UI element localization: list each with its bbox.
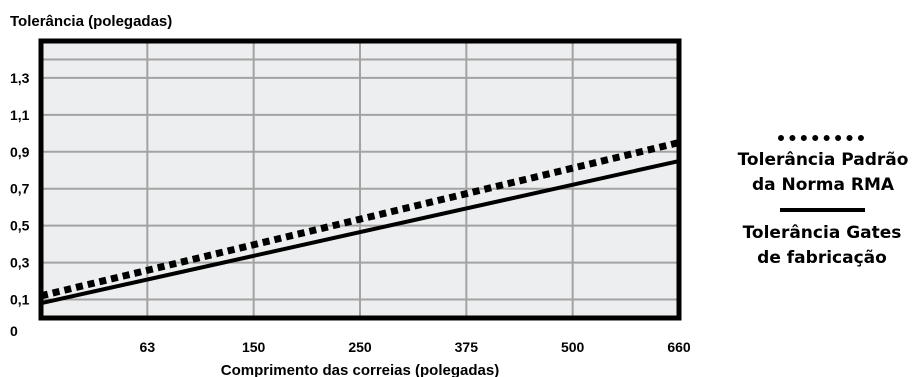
y-tick-label: 0,5 (10, 218, 30, 234)
x-tick-label: 375 (455, 339, 479, 355)
legend-swatch-gates (780, 208, 865, 212)
x-tick-label: 500 (561, 339, 585, 355)
plot-frame (38, 38, 682, 321)
y-tick-label: 0,7 (10, 181, 30, 197)
legend-swatch-rma (778, 135, 864, 141)
x-axis-title: Comprimento das correias (polegadas) (221, 362, 499, 377)
y-tick-label: 1,1 (10, 107, 30, 123)
x-tick-label: 660 (667, 339, 691, 355)
y-tick-label: 0,9 (10, 144, 30, 160)
y-tick-label: 0,3 (10, 255, 30, 271)
x-tick-label: 63 (140, 339, 156, 355)
y-axis-title: Tolerância (polegadas) (10, 13, 172, 30)
grid (41, 41, 679, 318)
plot-border (38, 38, 682, 321)
y-tick-label: 1,3 (10, 70, 30, 86)
y-tick-label: 0 (10, 323, 18, 339)
y-tick-label: 0,1 (10, 292, 30, 308)
legend-label-rma-line-2: da Norma RMA (751, 175, 895, 195)
series-line-gates (40, 159, 680, 306)
legend-label-gates-line-1: Tolerância Gates (742, 223, 902, 243)
legend-label-rma-line-1: Tolerância Padrão (737, 150, 909, 170)
series-layer (40, 139, 680, 306)
series-line-rma (40, 139, 680, 300)
ticks: 63 150 250 375 500 660 0 0,1 0,3 0,5 0,7 0,9 1,1 1,3 (10, 70, 691, 355)
legend-label-gates-line-2: de fabricação (757, 248, 887, 268)
x-tick-label: 250 (348, 339, 372, 355)
x-tick-label: 150 (242, 339, 266, 355)
